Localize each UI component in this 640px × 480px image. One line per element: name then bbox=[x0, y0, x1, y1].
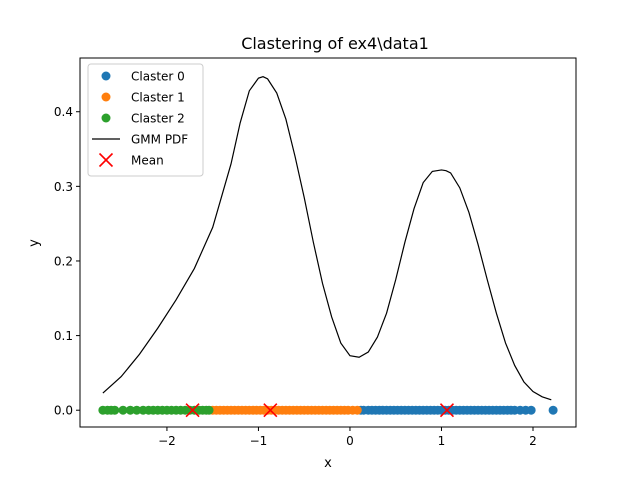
mean-marker-stroke bbox=[263, 403, 278, 418]
y-tick-label: 0.2 bbox=[54, 254, 73, 268]
mean-marker bbox=[439, 403, 455, 418]
x-tick-label: 2 bbox=[529, 434, 537, 448]
y-tick-label: 0.4 bbox=[54, 105, 73, 119]
legend-handle-marker bbox=[98, 152, 114, 168]
plot-layer bbox=[98, 76, 558, 418]
mean-marker-stroke bbox=[185, 403, 200, 418]
chart-title: Clastering of ex4\data1 bbox=[241, 34, 429, 53]
y-tick-label: 0.3 bbox=[54, 180, 73, 194]
legend-handle-point bbox=[101, 71, 111, 81]
x-tick-label: 0 bbox=[346, 434, 354, 448]
x-axis: −2 −1 0 1 2 bbox=[158, 427, 537, 448]
claster-2-point bbox=[118, 405, 128, 415]
claster-2-point bbox=[204, 405, 214, 415]
axes-frame bbox=[79, 57, 577, 428]
legend-label: Claster 0 bbox=[131, 70, 185, 84]
claster-2-point bbox=[125, 405, 135, 415]
legend: Claster 0 Claster 1 Claster 2 GMM PDF Mean bbox=[87, 63, 204, 177]
mean-marker bbox=[185, 403, 200, 418]
mean-marker bbox=[263, 403, 278, 418]
legend-label: Claster 2 bbox=[131, 112, 185, 126]
x-tick-label: 1 bbox=[438, 434, 446, 448]
x-axis-label: x bbox=[324, 456, 332, 471]
claster-1-point bbox=[352, 405, 362, 415]
x-tick-label: −2 bbox=[158, 434, 176, 448]
claster-2-point bbox=[132, 405, 142, 415]
legend-handle-point bbox=[101, 92, 111, 102]
claster-2-point bbox=[110, 405, 120, 415]
y-tick-label: 0.0 bbox=[54, 404, 73, 418]
plot-area bbox=[98, 76, 558, 418]
legend-label: Mean bbox=[131, 154, 164, 168]
mean-marker-stroke bbox=[439, 403, 455, 418]
y-axis: 0.0 0.1 0.2 0.3 0.4 bbox=[54, 105, 80, 418]
x-tick-label: −1 bbox=[250, 434, 268, 448]
y-tick-label: 0.1 bbox=[54, 329, 73, 343]
legend-handle-point bbox=[101, 113, 111, 123]
legend-label: GMM PDF bbox=[131, 133, 188, 147]
legend-box bbox=[87, 63, 204, 177]
claster-0-point bbox=[548, 405, 558, 415]
y-axis-label: y bbox=[27, 239, 42, 247]
claster-0-point bbox=[526, 405, 536, 415]
legend-label: Claster 1 bbox=[131, 91, 185, 105]
gmm-pdf-line bbox=[102, 76, 552, 401]
